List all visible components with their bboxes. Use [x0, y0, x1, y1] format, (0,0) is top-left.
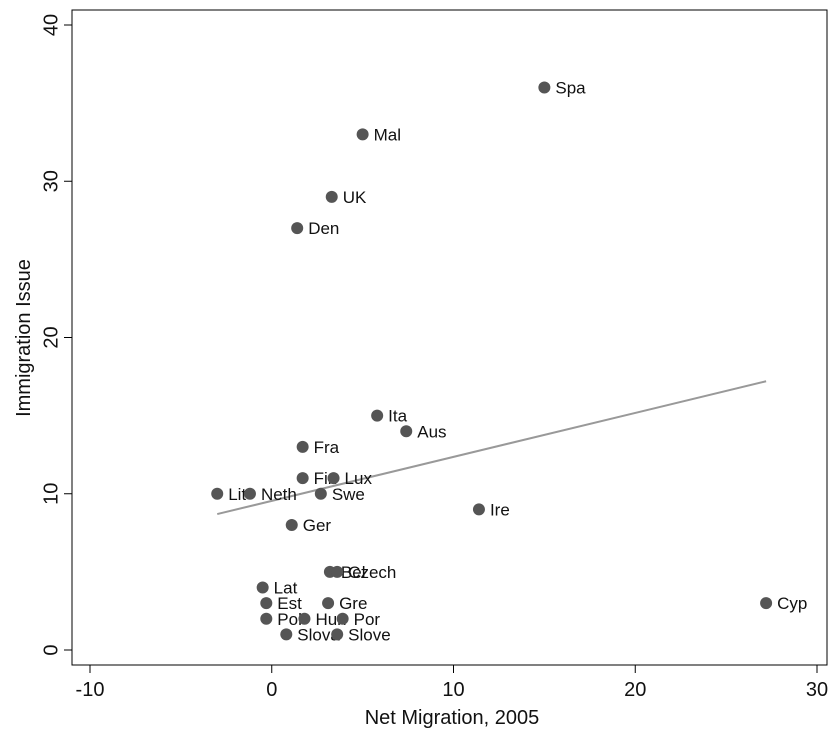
y-tick-label: 0	[40, 644, 62, 655]
data-point	[331, 628, 344, 641]
fit-line-layer	[216, 380, 767, 516]
point-label: Slove	[348, 625, 391, 644]
point-label: Fra	[314, 438, 340, 457]
data-point	[325, 190, 338, 203]
y-tick-label: 10	[40, 483, 62, 505]
x-tick-label: 30	[806, 679, 828, 701]
data-point	[356, 128, 369, 141]
point-label: Spa	[555, 79, 586, 98]
data-point	[336, 612, 349, 625]
point-label: Cyp	[777, 594, 807, 613]
fit-line	[216, 380, 767, 516]
data-point	[327, 472, 340, 485]
point-label: Ire	[490, 500, 510, 519]
x-tick-label: 10	[442, 679, 464, 701]
point-label: Ger	[303, 516, 332, 535]
point-label: UK	[343, 188, 367, 207]
x-axis-title: Net Migration, 2005	[365, 707, 540, 729]
point-label: Pol	[277, 610, 302, 629]
data-point	[260, 597, 273, 610]
point-label: Lit	[228, 485, 246, 504]
point-label: Neth	[261, 485, 297, 504]
data-point	[260, 612, 273, 625]
data-point	[314, 487, 327, 500]
y-tick-label: 20	[40, 326, 62, 348]
data-point	[296, 440, 309, 453]
data-point	[472, 503, 485, 516]
y-tick-label: 30	[40, 170, 62, 192]
point-label: Slova	[297, 625, 340, 644]
x-tick-label: 20	[624, 679, 646, 701]
data-point	[211, 487, 224, 500]
data-point	[400, 425, 413, 438]
data-point	[285, 519, 298, 531]
point-label: Gre	[339, 594, 367, 613]
data-point	[331, 565, 344, 578]
data-point	[760, 597, 773, 610]
point-label: Est	[277, 594, 302, 613]
data-point	[280, 628, 293, 641]
data-point	[256, 581, 269, 594]
data-point	[243, 487, 256, 500]
data-point	[538, 81, 551, 94]
point-label: Bel	[341, 563, 366, 582]
point-label: Por	[354, 610, 381, 629]
data-point	[298, 612, 311, 625]
point-label: Aus	[417, 422, 446, 441]
x-axis: -10 0 10 20 30	[76, 665, 828, 701]
point-label: Lat	[274, 579, 298, 598]
data-point	[291, 222, 304, 235]
y-axis: 0 10 20 30 40	[40, 14, 72, 656]
plot-area	[71, 9, 828, 666]
data-point	[296, 472, 309, 485]
y-axis-title: Immigration Issue	[13, 259, 35, 417]
x-tick-label: 0	[266, 679, 277, 701]
point-label: Czech	[348, 563, 396, 582]
x-tick-label: -10	[76, 679, 105, 701]
point-label: Mal	[374, 125, 401, 144]
data-point	[371, 409, 384, 422]
point-label: Swe	[332, 485, 365, 504]
data-point	[322, 597, 335, 610]
point-label: Lux	[345, 469, 373, 488]
y-tick-label: 40	[40, 14, 62, 36]
point-label: Ita	[388, 407, 407, 426]
point-label: Den	[308, 219, 339, 238]
